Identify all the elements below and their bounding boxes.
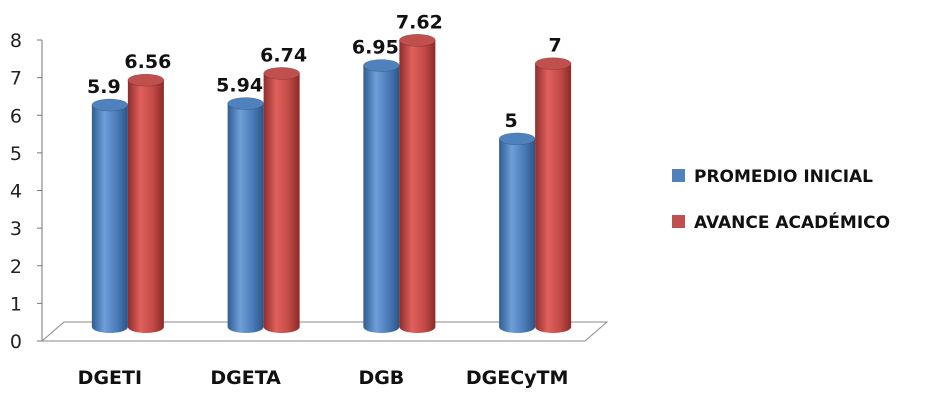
bars [91, 33, 572, 334]
bar-body [363, 65, 400, 333]
bar-top [263, 67, 300, 80]
bar-avance-academico-dgecytm [534, 57, 572, 333]
y-tick-label: 0 [10, 331, 22, 353]
chart-floor [40, 321, 609, 342]
legend-label: AVANCE ACADÉMICO [694, 211, 890, 233]
bar-top [91, 98, 129, 112]
bar-promedio-inicial-dgeti [91, 98, 129, 333]
bar-body [263, 73, 300, 333]
x-tick-label: DGB [358, 367, 404, 389]
bar-body [91, 105, 128, 333]
x-tick-label: DGETI [78, 367, 142, 389]
legend-swatch [672, 169, 685, 182]
y-tick-label: 8 [10, 30, 22, 52]
x-tick-label: DGECyTM [466, 367, 569, 389]
bar-avance-academico-dgb [399, 33, 436, 334]
bar-body [499, 138, 536, 333]
data-label: 7 [549, 35, 562, 57]
bar-top [399, 33, 436, 47]
data-label: 6.95 [352, 37, 399, 59]
data-label: 5.94 [216, 75, 263, 97]
bar-body [399, 40, 436, 334]
bar-promedio-inicial-dgb [363, 59, 400, 333]
data-label: 5.9 [87, 76, 121, 98]
bar-top [534, 57, 572, 70]
bar-body [127, 80, 164, 334]
y-tick-label: 7 [10, 68, 22, 90]
data-labels: 5.96.56 5.94 6.74 6.95 7.62 5 7 [87, 11, 562, 132]
bar-body [535, 63, 572, 333]
bar-top [227, 97, 264, 110]
y-tick-label: 4 [10, 181, 22, 203]
y-tick-label: 2 [10, 256, 22, 278]
bar-top [127, 73, 165, 87]
y-tick-label: 5 [10, 143, 22, 165]
data-label: 6.74 [260, 44, 307, 66]
data-label: 5 [505, 110, 518, 132]
data-label: 7.62 [396, 11, 443, 33]
y-tick-label: 3 [10, 218, 22, 240]
y-tick-label: 1 [10, 293, 22, 315]
bar-avance-academico-dgeta [263, 67, 300, 333]
legend: PROMEDIO INICIAL AVANCE ACADÉMICO [672, 167, 890, 233]
legend-label: PROMEDIO INICIAL [694, 167, 873, 187]
x-tick-label: DGETA [210, 367, 281, 389]
legend-swatch [672, 215, 685, 228]
bar-top [363, 59, 400, 72]
y-tick-label: 6 [10, 105, 22, 127]
bar-body [227, 103, 264, 333]
data-label: 6.56 [124, 51, 171, 73]
bar-promedio-inicial-dgecytm [498, 132, 536, 333]
bar-promedio-inicial-dgeta [227, 97, 264, 333]
axes: 0 1 2 3 4 5 6 7 8 DGETI DGETA DGB DGECyTM [10, 30, 609, 389]
bar-avance-academico-dgeti [127, 73, 165, 334]
bar-top [498, 132, 536, 146]
